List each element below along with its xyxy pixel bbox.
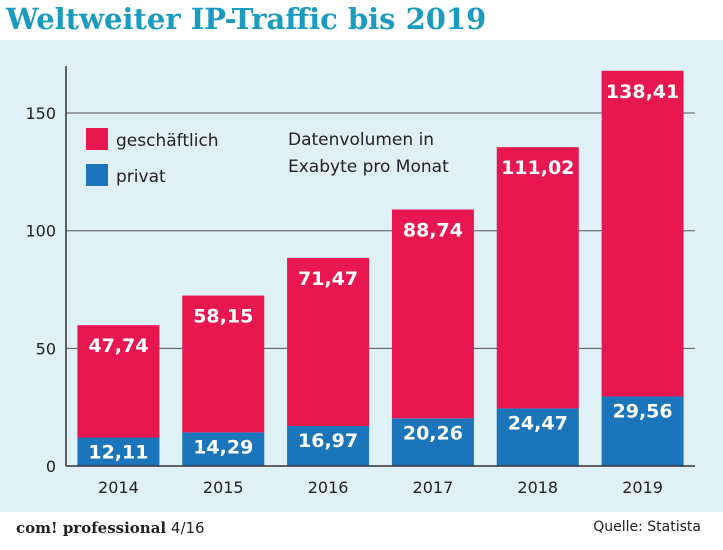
bar-privat-2015: [182, 432, 265, 466]
chart-title: Weltweiter IP-Traffic bis 2019: [6, 2, 487, 36]
data-label-privat: 29,56: [613, 400, 673, 422]
bar-geschaeftlich-2018: [496, 147, 579, 409]
data-label-privat: 12,11: [88, 442, 148, 464]
data-label-privat: 24,47: [508, 412, 568, 434]
bar-privat-2017: [391, 418, 474, 466]
data-label-privat: 14,29: [193, 436, 253, 458]
data-label-privat: 20,26: [403, 422, 463, 444]
unit-annotation-line-2: Exabyte pro Monat: [288, 157, 449, 177]
bar-privat-2019: [601, 396, 684, 466]
data-label-geschaeftlich: 47,74: [88, 335, 148, 357]
x-tick-label: 2016: [308, 478, 349, 497]
data-label-geschaeftlich: 58,15: [193, 306, 253, 328]
brand-name: com! professional: [16, 519, 167, 537]
bar-privat-2016: [287, 426, 370, 466]
y-tick-label: 150: [25, 104, 56, 123]
bar-geschaeftlich-2019: [601, 70, 684, 397]
data-label-geschaeftlich: 138,41: [606, 81, 679, 103]
x-tick-label: 2015: [203, 478, 244, 497]
data-label-geschaeftlich: 111,02: [501, 157, 574, 179]
data-label-privat: 16,97: [298, 430, 358, 452]
bar-geschaeftlich-2015: [182, 295, 265, 433]
x-tick-label: 2017: [413, 478, 454, 497]
grid-lines: [66, 112, 695, 349]
legend-swatch-geschaeftlich: [86, 128, 108, 150]
bar-geschaeftlich-2017: [391, 209, 474, 419]
legend: geschäftlich privat: [86, 128, 219, 187]
legend-swatch-privat: [86, 164, 108, 186]
bar-geschaeftlich-2014: [77, 325, 160, 438]
data-label-geschaeftlich: 88,74: [403, 220, 463, 242]
legend-label-geschaeftlich: geschäftlich: [116, 131, 219, 151]
source-note: Quelle: Statista: [593, 519, 701, 535]
legend-label-privat: privat: [116, 167, 166, 187]
x-tick-label: 2018: [517, 478, 558, 497]
bar-geschaeftlich-2016: [287, 257, 370, 427]
x-tick-label: 2014: [98, 478, 139, 497]
footer-brand: com! professional 4/16: [16, 519, 205, 537]
bar-privat-2018: [496, 408, 579, 466]
bars: [77, 70, 684, 466]
y-tick-label: 0: [46, 457, 56, 476]
data-labels: 12,11 47,74 14,29 58,15 16,97 71,47 20,26 88,74…: [88, 81, 679, 464]
axes: 0 50 100 150 2014 2015 2016 2017 2018 2019: [25, 66, 695, 497]
y-tick-label: 50: [36, 339, 56, 358]
unit-annotation-line-1: Datenvolumen in: [288, 130, 434, 150]
x-tick-label: 2019: [622, 478, 663, 497]
y-tick-label: 100: [25, 222, 56, 241]
issue-number: 4/16: [170, 519, 205, 537]
bar-privat-2014: [77, 437, 160, 466]
data-label-geschaeftlich: 71,47: [298, 268, 358, 290]
